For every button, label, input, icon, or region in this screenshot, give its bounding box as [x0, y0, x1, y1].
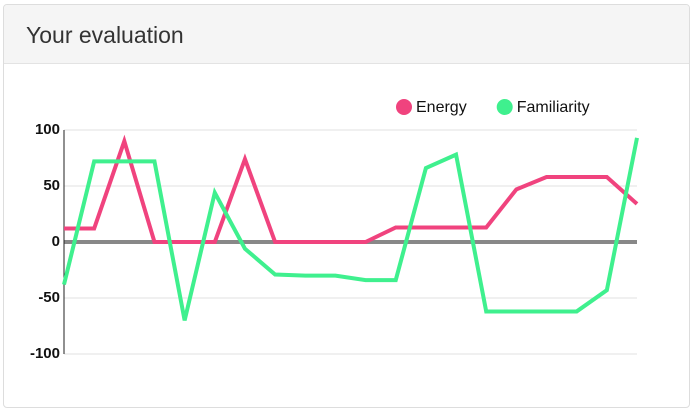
legend-marker	[496, 99, 513, 115]
panel-header: Your evaluation	[4, 5, 689, 64]
panel: Your evaluation	[3, 4, 690, 408]
legend-label: Energy	[416, 99, 467, 116]
line-series	[62, 137, 639, 321]
y-tick-label: -100	[30, 345, 60, 362]
y-tick-label: 50	[43, 177, 60, 194]
panel-title: Your evaluation	[26, 22, 184, 48]
y-tick-label: 100	[35, 121, 60, 138]
legend-marker	[396, 99, 412, 115]
y-tick-label: -50	[38, 289, 60, 306]
legend-label: Familiarity	[517, 99, 590, 116]
y-tick-label: 0	[52, 233, 60, 250]
line-series	[64, 134, 639, 244]
